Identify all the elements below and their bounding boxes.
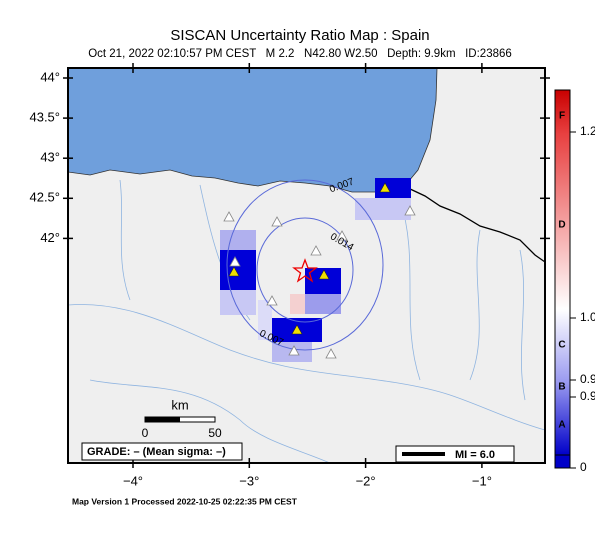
scale-label: 50 [208,426,222,440]
colorbar-value: 0.9 [580,389,595,403]
colorbar-value: 0.9 [580,372,595,386]
rivers [68,179,545,463]
colorbar-value: 0 [580,460,587,474]
grade: GRADE: – (Mean sigma: –) [87,446,226,458]
lon-label: −2° [356,473,376,488]
grade-label: A [558,420,565,431]
scale-bar: km 0 50 [142,397,222,440]
colorbar-labels: F D C B A 1.2 1.0 0.9 0.9 0 [558,111,595,475]
lon-label: −4° [123,473,143,488]
legend-label: MI = 6.0 [455,449,495,461]
colorbar-value: 1.0 [580,310,595,324]
scale-label: 0 [142,426,149,440]
legend-box [395,445,515,463]
grade-label: B [558,382,565,393]
grade-box [81,442,243,461]
border [407,187,545,263]
map-area: 0.007 0.014 0.007 [68,68,545,463]
ticks: 44° 43.5° 43° 42.5° 42° −4° −3° −2° −1° [29,63,550,488]
contours [226,179,384,351]
lat-label: 42° [40,230,60,245]
subtitle: Oct 21, 2022 02:10:57 PM CEST M 2.2 N42.… [88,48,512,60]
title: SISCAN Uncertainty Ratio Map : Spain [170,27,429,44]
lat-label: 42.5° [29,190,60,205]
colorbar-bottom [554,454,571,469]
footer: Map Version 1 Processed 2022-10-25 02:22… [72,496,298,506]
colorbar-value: 1.2 [580,124,595,138]
scale-unit: km [171,397,188,412]
lat-label: 44° [40,69,60,84]
grade-label: C [558,340,565,351]
lon-label: −3° [239,473,259,488]
sea [68,68,438,193]
grade-label: F [559,111,565,122]
lon-label: −1° [472,473,492,488]
grade-label: D [558,220,565,231]
lat-label: 43.5° [29,110,60,125]
epicenter [292,258,318,283]
map-frame [67,67,546,464]
lat-label: 43° [40,150,60,165]
used-stations [228,182,391,335]
colorbar [554,89,571,456]
stations [223,205,416,359]
